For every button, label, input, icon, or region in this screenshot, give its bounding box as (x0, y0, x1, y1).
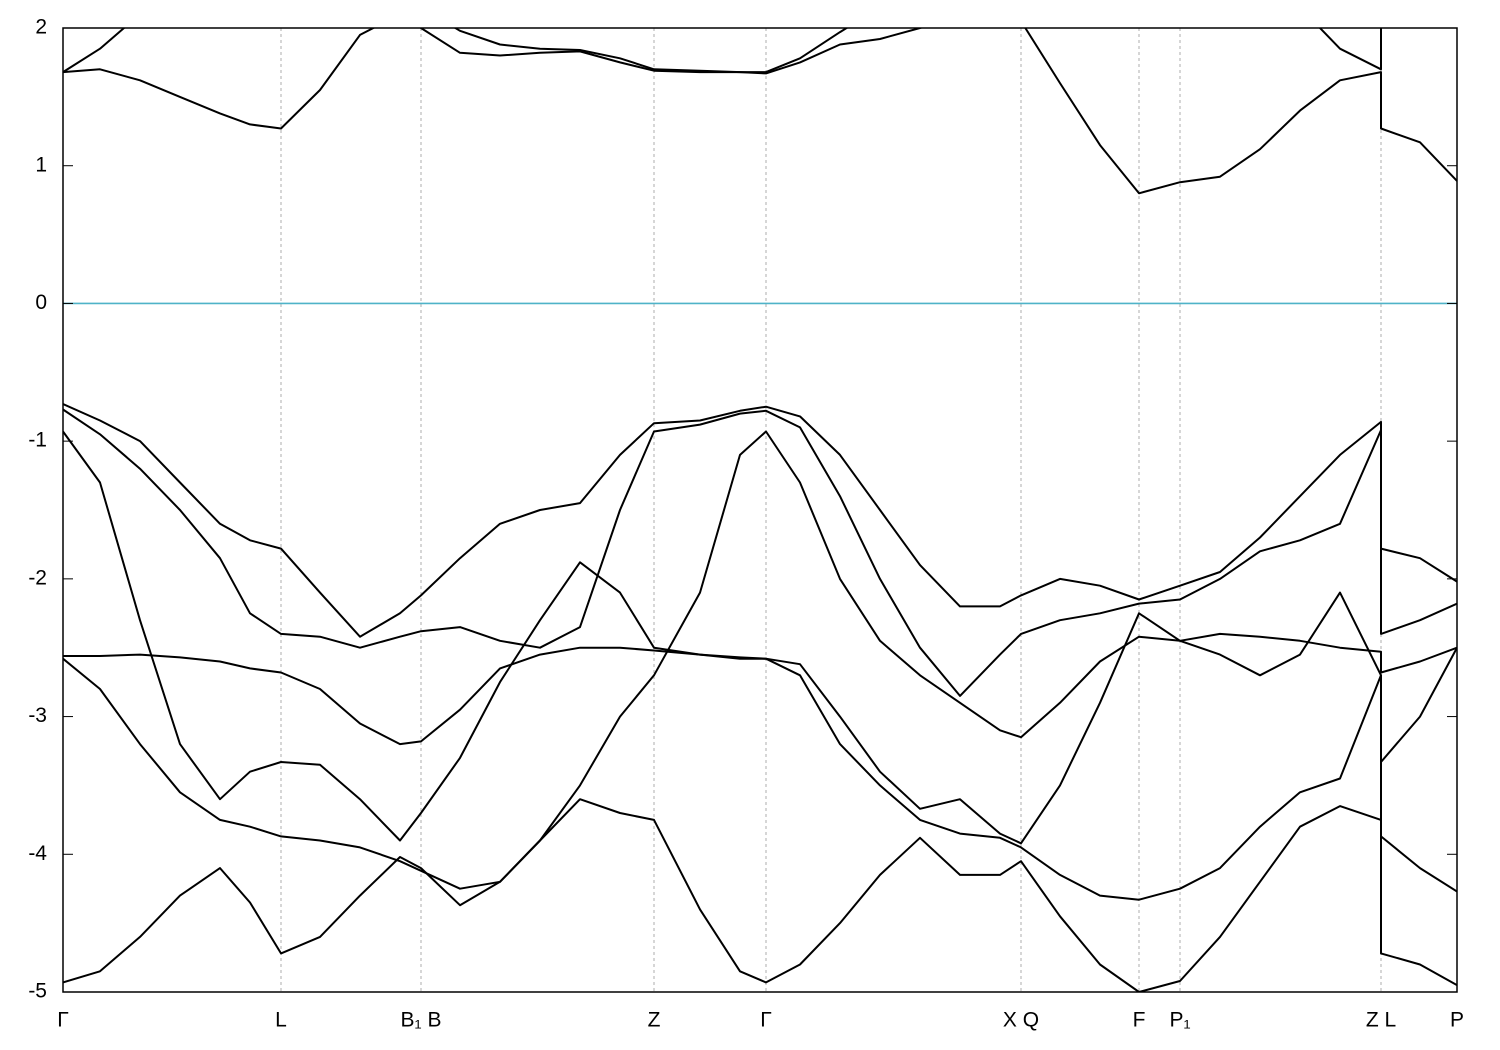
x-tick-label: Γ (57, 1009, 69, 1032)
band-line (63, 798, 1457, 992)
axes-layer: 2 1 0 -1 -2 -3 -4 -5 Γ L B₁ B Z Γ X Q F P₁ Z L P (28, 16, 1464, 1032)
y-tick-label: 2 (35, 16, 47, 39)
y-tick-label: -3 (28, 704, 47, 727)
x-tick-label: Z L (1366, 1009, 1396, 1032)
band-line (63, 430, 1457, 890)
x-tick-label: B₁ B (401, 1009, 442, 1032)
y-tick-label: -4 (28, 842, 47, 865)
x-tick-label: P (1450, 1009, 1464, 1032)
x-tick-label: P₁ (1169, 1009, 1190, 1032)
y-tick-label: 1 (35, 153, 47, 176)
y-tick-label: -5 (28, 980, 47, 1003)
y-tick-label: -2 (28, 566, 47, 589)
y-tick-label: -1 (28, 429, 47, 452)
band-line (63, 403, 1457, 638)
plot-area (63, 28, 1457, 992)
band-line (63, 408, 1457, 697)
band-line (63, 646, 1457, 901)
x-tick-label: L (275, 1009, 287, 1032)
band-line (63, 28, 1457, 195)
x-tick-label: F (1133, 1009, 1146, 1032)
plot-frame (62, 27, 1458, 993)
x-tick-label: X Q (1003, 1009, 1039, 1032)
x-tick-label: Z (648, 1009, 661, 1032)
x-tick-label: Γ (760, 1009, 772, 1032)
band-line (63, 28, 1382, 74)
y-tick-label: 0 (35, 291, 47, 314)
